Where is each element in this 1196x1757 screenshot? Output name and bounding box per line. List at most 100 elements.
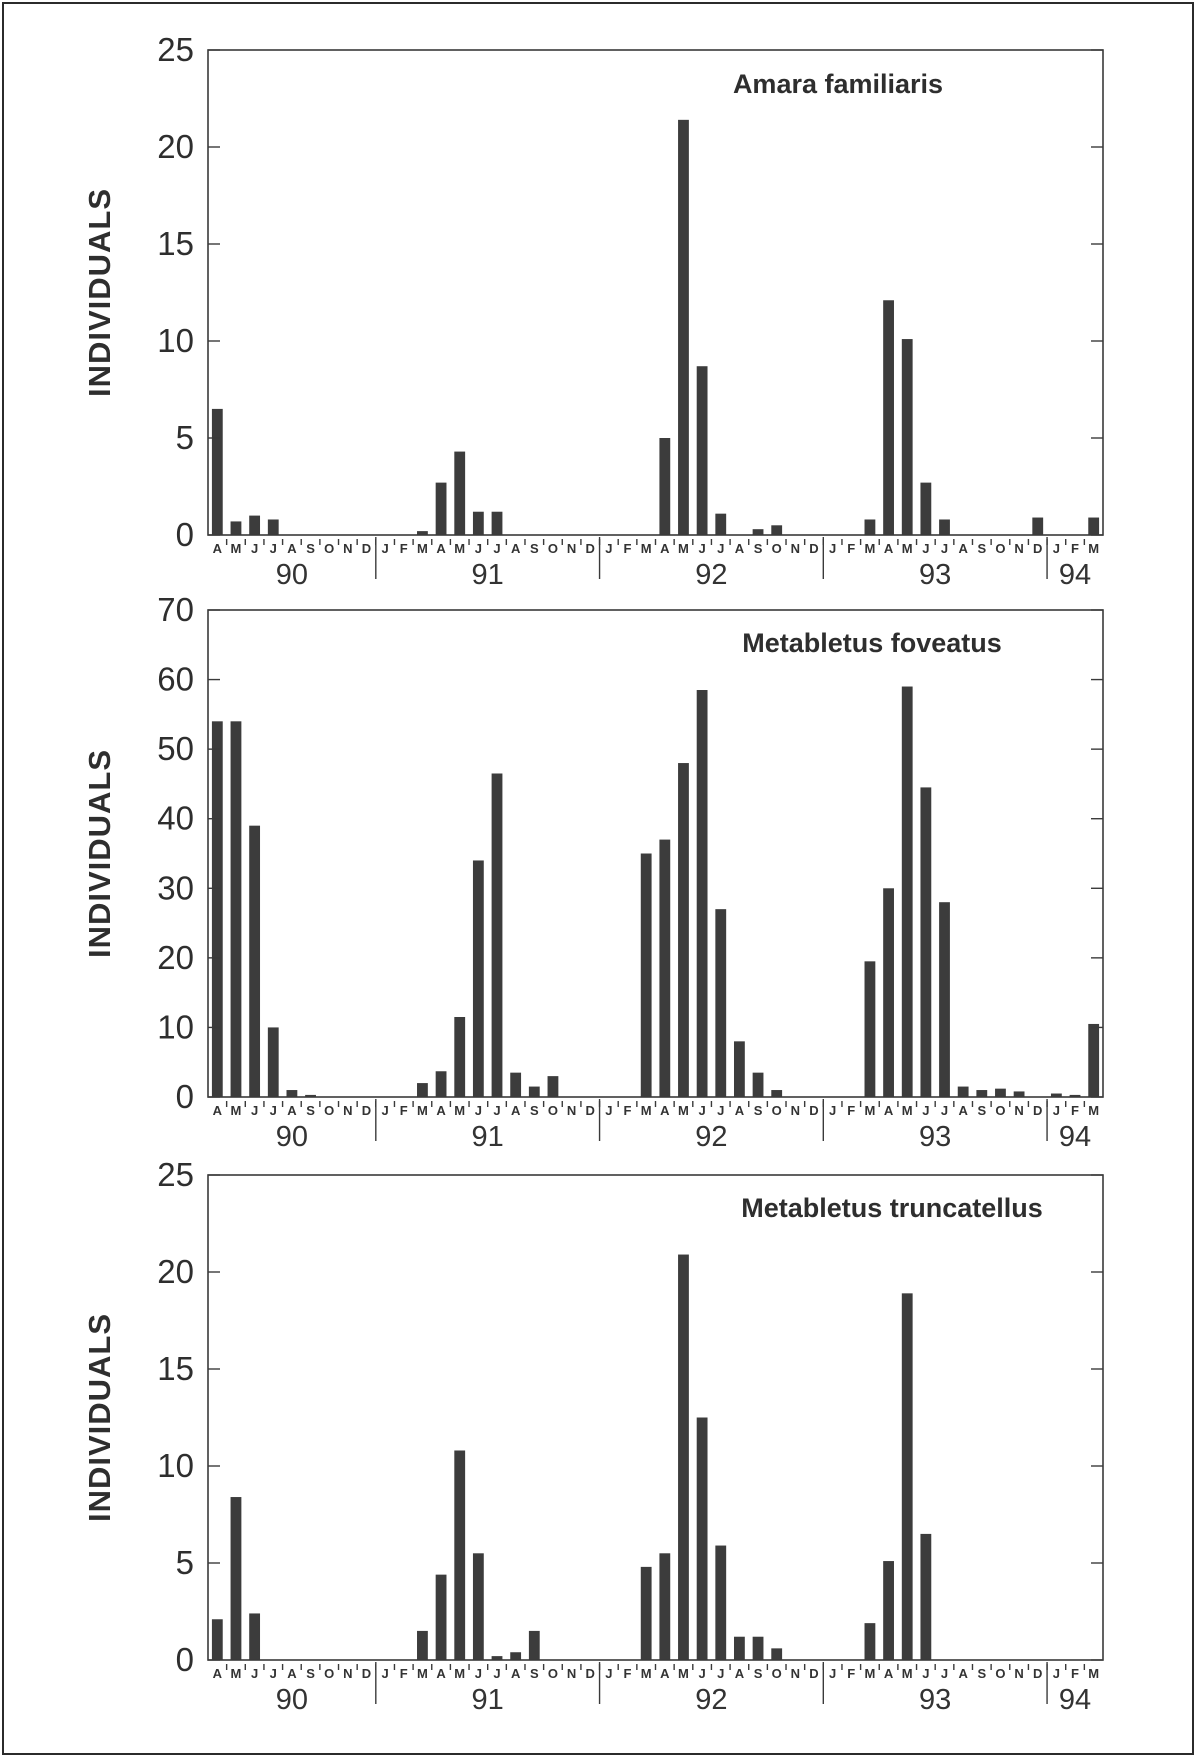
month-label-amara-familiaris-18: O (548, 541, 558, 556)
month-label-metabletus-foveatus-22: F (624, 1103, 632, 1118)
bar-metabletus-truncatellus-13 (454, 1450, 466, 1660)
bar-metabletus-truncatellus-16 (510, 1652, 522, 1660)
plot-frame-amara-familiaris (207, 49, 1104, 536)
y-tick-label-metabletus-foveatus-70: 70 (157, 591, 194, 628)
y-axis-label-metabletus-truncatellus: INDIVIDUALS (82, 1313, 117, 1522)
bar-amara-familiaris-1 (230, 521, 242, 535)
bar-amara-familiaris-12 (435, 482, 447, 535)
bar-metabletus-foveatus-39 (939, 902, 950, 1097)
month-label-metabletus-truncatellus-35: M (865, 1666, 876, 1681)
month-label-metabletus-truncatellus-19: N (567, 1666, 576, 1681)
month-label-metabletus-foveatus-40: A (958, 1103, 968, 1118)
bar-metabletus-foveatus-41 (976, 1090, 988, 1097)
month-label-amara-familiaris-44: D (1033, 541, 1042, 556)
month-label-amara-familiaris-30: O (772, 541, 782, 556)
month-label-metabletus-truncatellus-21: J (605, 1666, 612, 1681)
y-tick-label-amara-familiaris-25: 25 (157, 31, 194, 68)
year-label-metabletus-truncatellus-94: 94 (1059, 1684, 1091, 1716)
bar-amara-familiaris-24 (659, 438, 671, 535)
year-label-metabletus-foveatus-90: 90 (276, 1121, 308, 1153)
month-label-metabletus-truncatellus-6: O (324, 1666, 334, 1681)
month-label-metabletus-foveatus-18: O (548, 1103, 558, 1118)
year-label-metabletus-foveatus-94: 94 (1059, 1121, 1091, 1153)
month-label-amara-familiaris-38: J (922, 541, 929, 556)
chart-title-metabletus-foveatus: Metabletus foveatus (742, 628, 1002, 658)
bar-metabletus-foveatus-17 (528, 1086, 540, 1097)
month-label-metabletus-foveatus-42: O (995, 1103, 1005, 1118)
bar-metabletus-foveatus-4 (286, 1090, 298, 1097)
chart-title-metabletus-truncatellus: Metabletus truncatellus (741, 1193, 1043, 1223)
month-label-metabletus-foveatus-16: A (511, 1103, 521, 1118)
bar-amara-familiaris-3 (267, 519, 279, 535)
month-label-amara-familiaris-4: A (287, 541, 297, 556)
month-label-metabletus-foveatus-10: F (400, 1103, 408, 1118)
bar-metabletus-foveatus-5 (305, 1094, 316, 1097)
month-label-metabletus-foveatus-34: F (847, 1103, 855, 1118)
month-label-metabletus-truncatellus-23: M (641, 1666, 652, 1681)
bar-amara-familiaris-13 (454, 451, 466, 535)
month-label-metabletus-truncatellus-3: J (270, 1666, 277, 1681)
month-label-metabletus-foveatus-43: N (1014, 1103, 1023, 1118)
bar-metabletus-truncatellus-37 (901, 1293, 913, 1660)
bar-amara-familiaris-47 (1088, 517, 1100, 535)
month-label-metabletus-truncatellus-18: O (548, 1666, 558, 1681)
month-label-amara-familiaris-11: M (417, 541, 428, 556)
y-tick-label-metabletus-foveatus-50: 50 (157, 730, 194, 767)
month-label-amara-familiaris-9: J (382, 541, 389, 556)
month-label-metabletus-truncatellus-26: J (698, 1666, 705, 1681)
month-label-metabletus-truncatellus-11: M (417, 1666, 428, 1681)
year-label-metabletus-truncatellus-91: 91 (472, 1684, 504, 1716)
bar-metabletus-truncatellus-11 (417, 1630, 428, 1660)
month-label-metabletus-truncatellus-16: A (511, 1666, 521, 1681)
bar-amara-familiaris-25 (678, 119, 689, 535)
bar-metabletus-foveatus-25 (678, 763, 689, 1097)
y-tick-label-metabletus-foveatus-10: 10 (157, 1008, 194, 1045)
bar-amara-familiaris-44 (1032, 517, 1044, 535)
bar-metabletus-foveatus-26 (696, 690, 708, 1097)
bar-metabletus-foveatus-45 (1050, 1093, 1062, 1097)
year-label-metabletus-foveatus-91: 91 (472, 1121, 504, 1153)
month-label-metabletus-truncatellus-31: N (791, 1666, 800, 1681)
month-label-metabletus-truncatellus-20: D (586, 1666, 595, 1681)
month-label-metabletus-foveatus-17: S (530, 1103, 539, 1118)
month-label-metabletus-truncatellus-46: F (1071, 1666, 1079, 1681)
y-tick-label-metabletus-foveatus-40: 40 (157, 800, 194, 837)
y-tick-label-metabletus-truncatellus-10: 10 (157, 1447, 194, 1484)
month-label-metabletus-truncatellus-39: J (941, 1666, 948, 1681)
year-label-amara-familiaris-93: 93 (919, 559, 951, 591)
bar-amara-familiaris-14 (472, 511, 484, 535)
bar-metabletus-truncatellus-0 (211, 1619, 223, 1660)
bar-metabletus-foveatus-1 (230, 721, 242, 1097)
bar-metabletus-foveatus-15 (491, 773, 503, 1097)
bar-metabletus-foveatus-38 (920, 787, 932, 1097)
bar-metabletus-foveatus-35 (864, 961, 876, 1097)
y-tick-label-metabletus-foveatus-30: 30 (157, 869, 194, 906)
y-tick-label-metabletus-truncatellus-20: 20 (157, 1253, 194, 1290)
month-label-metabletus-foveatus-12: A (436, 1103, 446, 1118)
month-label-amara-familiaris-10: F (400, 541, 408, 556)
bar-metabletus-truncatellus-2 (249, 1613, 261, 1660)
bar-metabletus-foveatus-27 (715, 909, 727, 1097)
month-label-metabletus-truncatellus-9: J (382, 1666, 389, 1681)
y-tick-label-amara-familiaris-15: 15 (157, 225, 194, 262)
month-label-metabletus-foveatus-1: M (231, 1103, 242, 1118)
y-tick-label-metabletus-foveatus-0: 0 (176, 1078, 194, 1115)
month-label-amara-familiaris-20: D (586, 541, 595, 556)
bar-amara-familiaris-39 (939, 519, 950, 535)
year-label-metabletus-truncatellus-92: 92 (695, 1684, 727, 1716)
month-label-metabletus-foveatus-14: J (475, 1103, 482, 1118)
y-axis-label-metabletus-foveatus: INDIVIDUALS (82, 749, 117, 958)
year-label-amara-familiaris-90: 90 (276, 559, 308, 591)
month-label-amara-familiaris-2: J (251, 541, 258, 556)
y-tick-label-metabletus-truncatellus-25: 25 (157, 1156, 194, 1193)
y-axis-label-amara-familiaris: INDIVIDUALS (82, 188, 117, 397)
month-label-amara-familiaris-46: F (1071, 541, 1079, 556)
bar-metabletus-truncatellus-12 (435, 1574, 447, 1660)
chart-title-amara-familiaris: Amara familiaris (733, 69, 943, 99)
bar-amara-familiaris-38 (920, 482, 932, 535)
month-label-amara-familiaris-17: S (530, 541, 539, 556)
